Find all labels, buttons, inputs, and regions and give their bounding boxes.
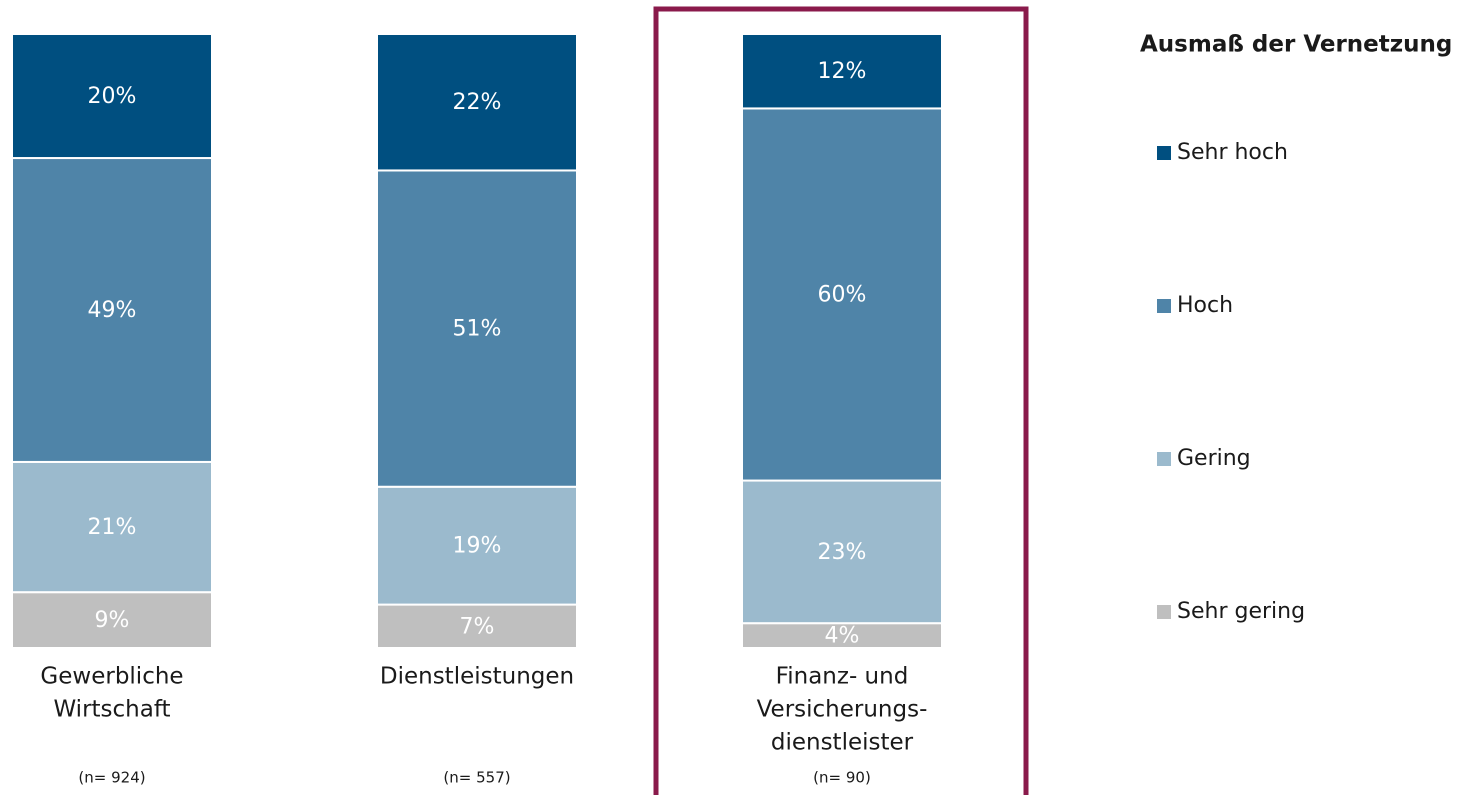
sample-label: (n= 90) [813, 769, 871, 787]
value-label: 51% [453, 317, 502, 342]
bar-segment [11, 33, 213, 160]
category-label: dienstleister [771, 730, 914, 756]
category-label: Versicherungs- [757, 697, 928, 723]
category-label: Wirtschaft [53, 697, 170, 723]
legend-swatch [1157, 605, 1171, 619]
value-label: 60% [818, 282, 867, 307]
value-label: 4% [825, 624, 860, 649]
legend-swatch [1157, 452, 1171, 466]
bar-segment [741, 622, 943, 649]
value-label: 20% [88, 84, 137, 109]
sample-label: (n= 924) [78, 769, 145, 787]
legend-label: Sehr hoch [1177, 140, 1288, 165]
bar-segment [741, 33, 943, 110]
bar-segment [11, 157, 213, 463]
bar-segment [376, 169, 578, 488]
category-label: Finanz- und [776, 664, 909, 690]
value-label: 9% [95, 608, 130, 633]
sample-label: (n= 557) [443, 769, 510, 787]
category-label: Dienstleistungen [380, 664, 574, 690]
bar-segment [11, 460, 213, 594]
bar-segment [376, 33, 578, 172]
legend-swatch [1157, 146, 1171, 160]
highlight-frame [653, 6, 1029, 795]
value-label: 21% [88, 515, 137, 540]
bar-segment [741, 479, 943, 625]
legend-title: Ausmaß der Vernetzung [1140, 32, 1452, 58]
value-label: 22% [453, 90, 502, 115]
bar-segment [11, 591, 213, 650]
value-label: 7% [460, 614, 495, 639]
legend-label: Gering [1177, 446, 1251, 471]
bar-segment [376, 485, 578, 606]
value-label: 12% [818, 59, 867, 84]
value-label: 19% [453, 534, 502, 559]
value-label: 49% [88, 298, 137, 323]
value-label: 23% [818, 540, 867, 565]
legend-swatch [1157, 299, 1171, 313]
category-label: Gewerbliche [40, 664, 183, 690]
bar-segment [741, 107, 943, 482]
legend-label: Hoch [1177, 293, 1233, 318]
bar-segment [376, 603, 578, 650]
legend-label: Sehr gering [1177, 599, 1305, 624]
